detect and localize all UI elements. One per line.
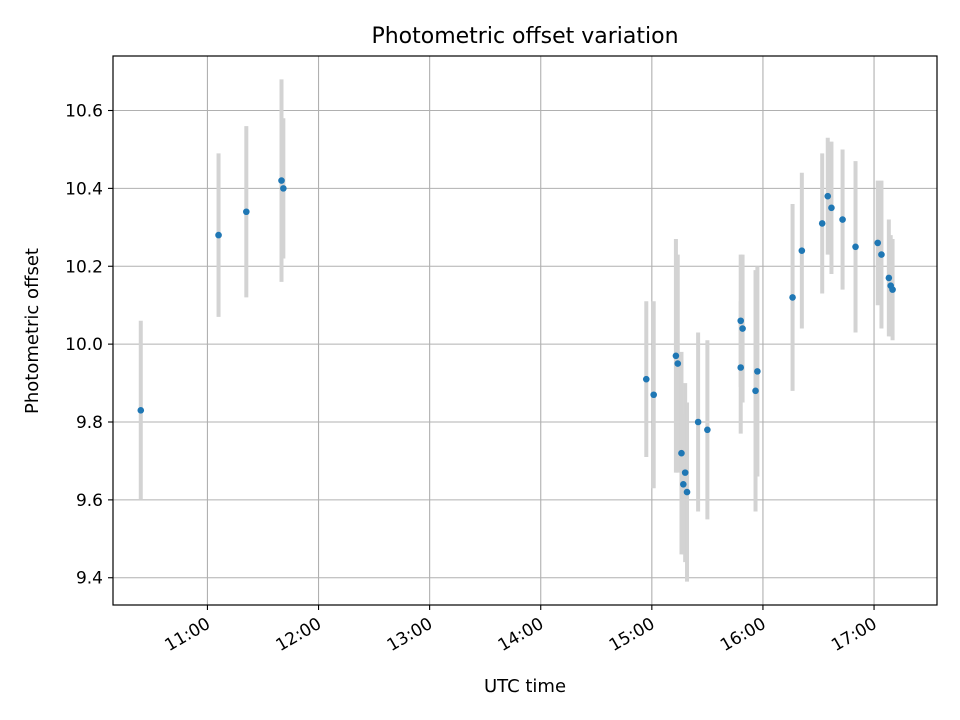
data-point	[752, 387, 759, 395]
data-point	[137, 407, 145, 414]
data-point	[798, 247, 806, 254]
data-point	[683, 488, 691, 496]
data-point	[739, 325, 746, 332]
data-point	[681, 469, 689, 476]
data-point	[824, 192, 832, 200]
data-point	[737, 364, 745, 371]
y-tick-label: 9.4	[76, 569, 103, 589]
data-point	[704, 426, 711, 434]
data-point	[852, 243, 859, 251]
y-tick-label: 9.6	[76, 491, 103, 511]
data-point	[754, 368, 761, 375]
data-point	[280, 185, 287, 192]
data-point	[737, 317, 745, 325]
chart-title: Photometric offset variation	[371, 24, 678, 49]
plot-frame	[112, 55, 938, 606]
data-point	[874, 239, 882, 247]
y-tick-label: 10.0	[65, 335, 103, 355]
data-point	[650, 391, 657, 399]
data-points	[137, 177, 896, 496]
data-point	[889, 286, 896, 293]
data-point	[642, 375, 650, 383]
data-point	[885, 274, 893, 282]
y-axis-label: Photometric offset	[22, 248, 43, 414]
data-point	[789, 294, 796, 301]
data-point	[678, 449, 685, 457]
y-tick-label: 10.6	[65, 102, 103, 122]
data-point	[672, 352, 680, 360]
y-tick-label: 10.4	[65, 179, 103, 199]
data-point	[818, 220, 826, 227]
data-point	[243, 208, 250, 216]
data-point	[694, 418, 702, 426]
data-point	[839, 216, 846, 223]
data-point	[278, 177, 285, 184]
data-point	[828, 204, 835, 212]
data-point	[215, 231, 222, 239]
y-tick-label: 10.2	[65, 257, 103, 277]
data-point	[674, 360, 682, 367]
x-axis-label: UTC time	[484, 676, 566, 697]
data-point	[878, 251, 885, 258]
y-tick-label: 9.8	[76, 413, 103, 433]
data-point	[680, 480, 687, 488]
